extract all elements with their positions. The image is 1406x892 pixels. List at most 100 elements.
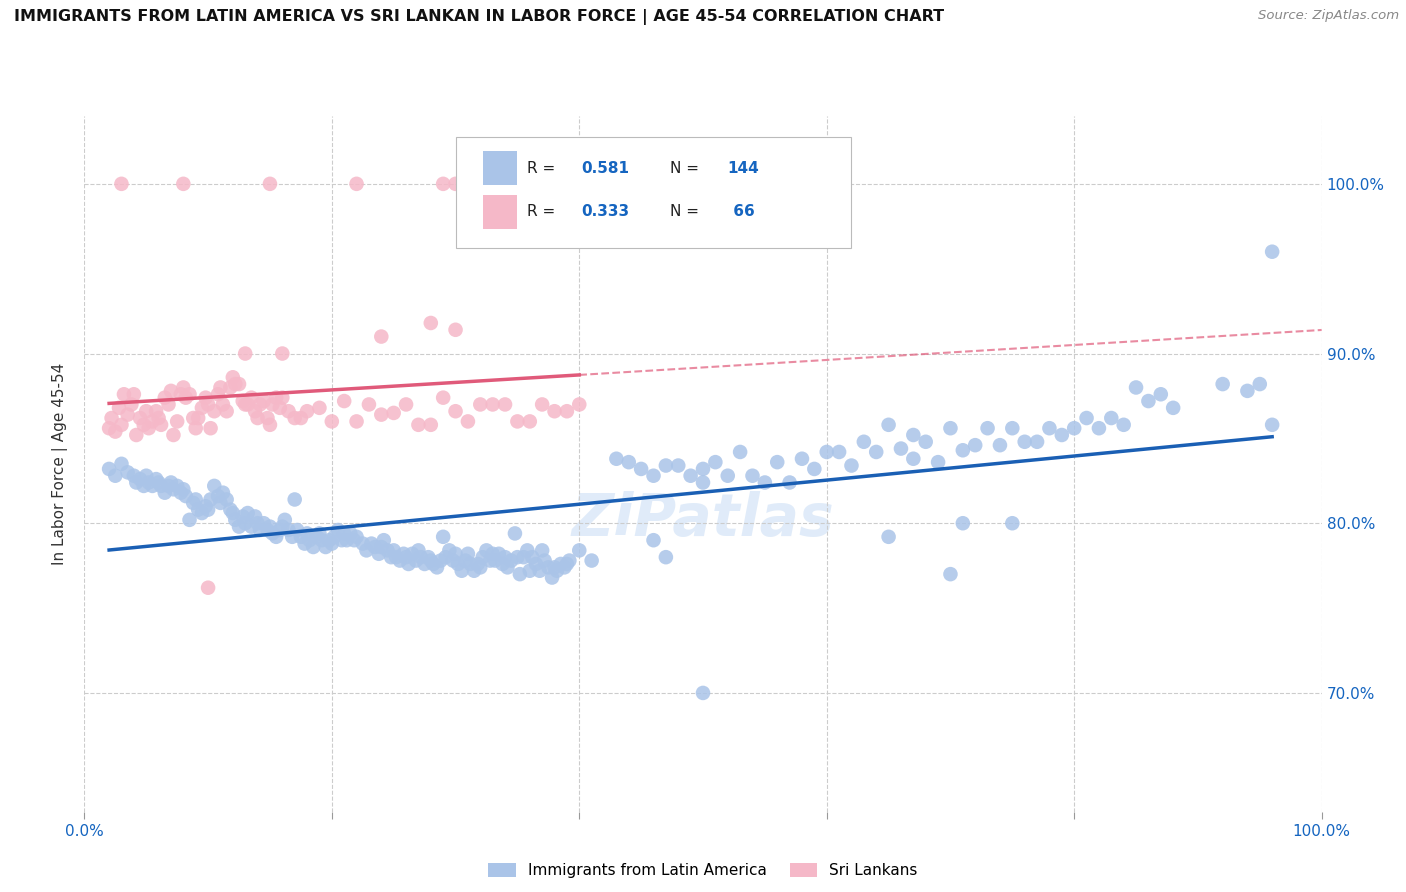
- Point: [160, 475, 183, 490]
- Point: [174, 489, 197, 503]
- Point: [120, 397, 142, 411]
- Text: IMMIGRANTS FROM LATIN AMERICA VS SRI LANKAN IN LABOR FORCE | AGE 45-54 CORRELATI: IMMIGRANTS FROM LATIN AMERICA VS SRI LAN…: [14, 9, 945, 25]
- Text: R =: R =: [527, 204, 561, 219]
- Point: [1076, 411, 1098, 425]
- Point: [191, 506, 214, 520]
- Point: [516, 543, 538, 558]
- Point: [790, 451, 813, 466]
- Point: [253, 516, 276, 531]
- Point: [269, 523, 291, 537]
- Point: [150, 417, 173, 432]
- Point: [207, 387, 229, 401]
- Point: [467, 557, 489, 571]
- Point: [692, 462, 714, 476]
- Point: [281, 530, 304, 544]
- Point: [543, 404, 565, 418]
- Point: [401, 547, 423, 561]
- Point: [117, 408, 139, 422]
- Point: [170, 485, 193, 500]
- Point: [852, 434, 875, 449]
- Point: [277, 523, 299, 537]
- Point: [479, 553, 502, 567]
- Y-axis label: In Labor Force | Age 45-54: In Labor Force | Age 45-54: [52, 363, 69, 565]
- Text: 0.581: 0.581: [582, 161, 630, 176]
- Point: [240, 519, 263, 533]
- Point: [1001, 421, 1024, 435]
- Point: [150, 479, 173, 493]
- Point: [903, 428, 925, 442]
- Point: [302, 540, 325, 554]
- Point: [392, 547, 415, 561]
- Point: [356, 543, 378, 558]
- Point: [162, 428, 184, 442]
- Point: [321, 536, 343, 550]
- Point: [98, 462, 121, 476]
- Point: [110, 457, 132, 471]
- Point: [228, 519, 250, 533]
- Point: [305, 530, 328, 544]
- Point: [509, 567, 531, 582]
- Point: [439, 543, 461, 558]
- Point: [108, 401, 131, 415]
- Point: [491, 557, 513, 571]
- Point: [581, 553, 603, 567]
- Point: [232, 394, 254, 409]
- Point: [447, 557, 470, 571]
- Point: [271, 519, 294, 533]
- Point: [643, 533, 665, 548]
- Point: [1150, 387, 1173, 401]
- Point: [145, 404, 167, 418]
- Point: [1014, 434, 1036, 449]
- Point: [463, 564, 485, 578]
- Point: [939, 421, 962, 435]
- Point: [409, 550, 432, 565]
- Point: [555, 557, 578, 571]
- Point: [222, 370, 245, 384]
- Point: [122, 387, 145, 401]
- Point: [828, 445, 851, 459]
- Point: [162, 483, 184, 497]
- Point: [277, 404, 299, 418]
- Point: [298, 533, 321, 548]
- Point: [318, 533, 340, 548]
- Point: [382, 406, 405, 420]
- Point: [537, 560, 560, 574]
- Point: [450, 564, 472, 578]
- Point: [157, 397, 180, 411]
- Point: [295, 526, 318, 541]
- Point: [271, 346, 294, 360]
- Point: [419, 553, 441, 567]
- Point: [506, 414, 529, 428]
- Point: [110, 177, 132, 191]
- Point: [952, 516, 974, 531]
- Point: [803, 462, 825, 476]
- Point: [1236, 384, 1258, 398]
- Point: [148, 475, 170, 490]
- Point: [200, 492, 222, 507]
- Point: [939, 567, 962, 582]
- Point: [202, 404, 225, 418]
- Point: [1249, 377, 1271, 392]
- Text: Source: ZipAtlas.com: Source: ZipAtlas.com: [1258, 9, 1399, 22]
- Point: [643, 468, 665, 483]
- Point: [240, 391, 263, 405]
- Text: ZiPatlas: ZiPatlas: [572, 491, 834, 548]
- Point: [553, 560, 575, 574]
- Point: [494, 397, 516, 411]
- Point: [481, 547, 503, 561]
- Point: [460, 557, 482, 571]
- Point: [172, 177, 194, 191]
- Point: [191, 401, 214, 415]
- Point: [129, 472, 152, 486]
- Point: [655, 550, 678, 565]
- Point: [153, 485, 176, 500]
- Point: [284, 411, 307, 425]
- Point: [98, 421, 121, 435]
- Point: [253, 394, 276, 409]
- Point: [815, 445, 838, 459]
- Point: [754, 475, 776, 490]
- Point: [197, 502, 219, 516]
- Point: [256, 411, 278, 425]
- Point: [333, 394, 356, 409]
- Point: [519, 414, 541, 428]
